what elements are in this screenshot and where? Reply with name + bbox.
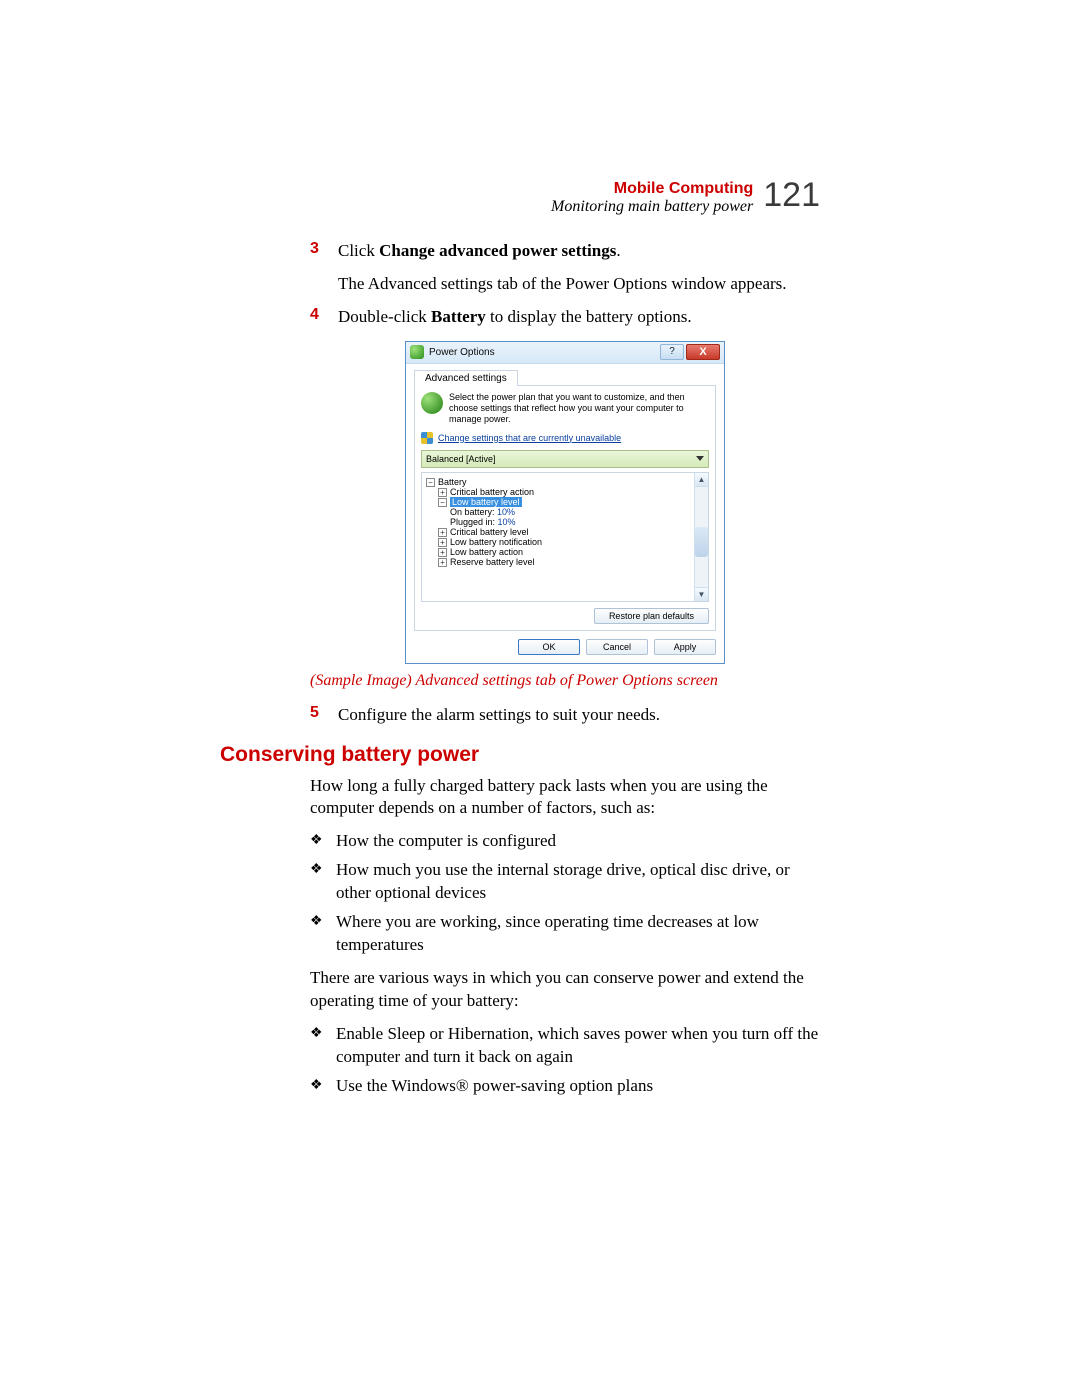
tree-item-critical-level[interactable]: +Critical battery level [438, 527, 704, 537]
tree-label: Critical battery level [450, 527, 529, 537]
restore-defaults-button[interactable]: Restore plan defaults [594, 608, 709, 624]
info-icon [421, 392, 443, 414]
tree-label: Plugged in: [450, 517, 498, 527]
list-item: How the computer is configured [310, 830, 820, 853]
tree-item-reserve-level[interactable]: +Reserve battery level [438, 557, 704, 567]
list-text: Where you are working, since operating t… [336, 911, 820, 957]
list-text: Use the Windows® power-saving option pla… [336, 1075, 653, 1098]
figure-caption: (Sample Image) Advanced settings tab of … [310, 672, 820, 690]
settings-tree[interactable]: −Battery +Critical battery action −Low b… [421, 472, 709, 602]
step-number: 4 [310, 306, 338, 329]
tree-label: Battery [438, 477, 467, 487]
power-options-window: Power Options ? X Advanced settings Sele… [405, 341, 725, 664]
list-item: Where you are working, since operating t… [310, 911, 820, 957]
screenshot-container: Power Options ? X Advanced settings Sele… [310, 341, 820, 664]
window-titlebar[interactable]: Power Options ? X [406, 342, 724, 364]
step-5: 5 Configure the alarm settings to suit y… [310, 704, 820, 727]
tree-item-on-battery[interactable]: On battery: 10% [450, 507, 704, 517]
expand-icon[interactable]: + [438, 538, 447, 547]
tree-value: 10% [497, 507, 515, 517]
tree-value: 10% [498, 517, 516, 527]
list-text: How much you use the internal storage dr… [336, 859, 820, 905]
paragraph: How long a fully charged battery pack la… [310, 775, 820, 821]
list-text: How the computer is configured [336, 830, 556, 853]
tree-label-selected: Low battery level [450, 497, 522, 507]
body-content: 3 Click Change advanced power settings. … [310, 240, 820, 1098]
page-header: Mobile Computing Monitoring main battery… [220, 180, 820, 216]
expand-icon[interactable]: + [438, 488, 447, 497]
bullet-list-1: How the computer is configured How much … [310, 830, 820, 957]
tree-item-low-action[interactable]: +Low battery action [438, 547, 704, 557]
section-subtitle: Monitoring main battery power [551, 198, 753, 216]
text-bold: Change advanced power settings [379, 241, 616, 260]
list-item: How much you use the internal storage dr… [310, 859, 820, 905]
apply-button[interactable]: Apply [654, 639, 716, 655]
dialog-buttons: OK Cancel Apply [414, 639, 716, 655]
uac-link[interactable]: Change settings that are currently unava… [421, 432, 709, 444]
step-number: 5 [310, 704, 338, 727]
tree-label: Low battery action [450, 547, 523, 557]
list-item: Enable Sleep or Hibernation, which saves… [310, 1023, 820, 1069]
restore-row: Restore plan defaults [421, 608, 709, 624]
tree-label: Low battery notification [450, 537, 542, 547]
paragraph: There are various ways in which you can … [310, 967, 820, 1013]
cancel-button[interactable]: Cancel [586, 639, 648, 655]
list-item: Use the Windows® power-saving option pla… [310, 1075, 820, 1098]
tab-panel: Select the power plan that you want to c… [414, 385, 716, 631]
tree-item-low-level[interactable]: −Low battery level [438, 497, 704, 507]
step-3-sub: The Advanced settings tab of the Power O… [338, 273, 820, 296]
list-text: Enable Sleep or Hibernation, which saves… [336, 1023, 820, 1069]
scroll-thumb[interactable] [695, 527, 708, 557]
text: Click [338, 241, 379, 260]
document-page: Mobile Computing Monitoring main battery… [0, 0, 1080, 1168]
tree-item-plugged-in[interactable]: Plugged in: 10% [450, 517, 704, 527]
tree-label: On battery: [450, 507, 497, 517]
expand-icon[interactable]: + [438, 548, 447, 557]
text-bold: Battery [431, 307, 486, 326]
shield-icon [421, 432, 433, 444]
text: Double-click [338, 307, 431, 326]
tree-item-low-notification[interactable]: +Low battery notification [438, 537, 704, 547]
section-heading: Conserving battery power [220, 743, 820, 767]
info-text: Select the power plan that you want to c… [449, 392, 709, 426]
ok-button[interactable]: OK [518, 639, 580, 655]
close-button[interactable]: X [686, 344, 720, 360]
step-number: 3 [310, 240, 338, 263]
plan-select[interactable]: Balanced [Active] [421, 450, 709, 468]
step-text: Configure the alarm settings to suit you… [338, 704, 660, 727]
power-icon [410, 345, 424, 359]
collapse-icon[interactable]: − [426, 478, 435, 487]
link-text: Change settings that are currently unava… [438, 433, 621, 443]
scroll-up-icon[interactable]: ▲ [695, 473, 708, 487]
step-text: Click Change advanced power settings. [338, 240, 621, 263]
step-3: 3 Click Change advanced power settings. [310, 240, 820, 263]
select-value: Balanced [Active] [426, 454, 496, 464]
page-number: 121 [763, 178, 820, 212]
tree-label: Critical battery action [450, 487, 534, 497]
chapter-title: Mobile Computing [551, 180, 753, 198]
tree-label: Reserve battery level [450, 557, 535, 567]
step-4: 4 Double-click Battery to display the ba… [310, 306, 820, 329]
bullet-list-2: Enable Sleep or Hibernation, which saves… [310, 1023, 820, 1098]
scroll-down-icon[interactable]: ▼ [695, 587, 708, 601]
step-text: Double-click Battery to display the batt… [338, 306, 692, 329]
text: . [616, 241, 620, 260]
tree-item-battery[interactable]: −Battery [426, 477, 704, 487]
tab-advanced-settings[interactable]: Advanced settings [414, 370, 518, 386]
info-row: Select the power plan that you want to c… [421, 392, 709, 426]
collapse-icon[interactable]: − [438, 498, 447, 507]
window-title: Power Options [429, 347, 660, 358]
expand-icon[interactable]: + [438, 558, 447, 567]
tree-item-critical-action[interactable]: +Critical battery action [438, 487, 704, 497]
text: to display the battery options. [486, 307, 692, 326]
expand-icon[interactable]: + [438, 528, 447, 537]
scrollbar[interactable]: ▲ ▼ [694, 473, 708, 601]
chevron-down-icon [696, 456, 704, 461]
help-button[interactable]: ? [660, 344, 684, 360]
window-body: Advanced settings Select the power plan … [406, 364, 724, 663]
